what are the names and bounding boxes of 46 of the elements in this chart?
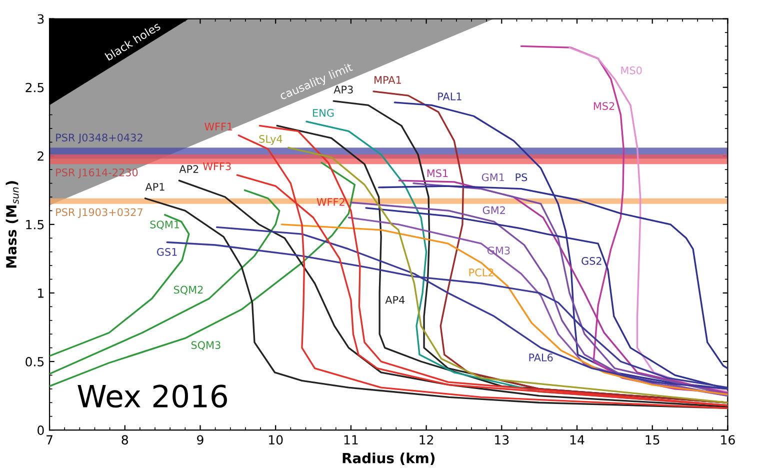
series-label: WFF1 [204, 122, 232, 130]
y-tick-label: 1.5 [26, 220, 44, 230]
annotation: Wex 2016 [78, 384, 227, 408]
series-label: GM2 [482, 206, 505, 214]
series-label: GS2 [582, 256, 602, 265]
series-label: PAL6 [529, 354, 553, 362]
series-label: AP3 [334, 86, 353, 94]
x-axis-title: Radius (km) [342, 452, 435, 465]
x-tick-label: 13 [495, 435, 509, 445]
series-label: SQM3 [191, 341, 220, 350]
series-label: MS2 [594, 102, 614, 110]
x-tick-label: 11 [344, 435, 358, 444]
band-label: PSR J1903+0327 [56, 208, 142, 218]
y-tick-label: 3 [38, 14, 44, 24]
series-label: AP1 [145, 183, 164, 191]
series-label: AP4 [385, 296, 405, 304]
series-label: GM1 [482, 173, 504, 182]
series-label: PAL1 [438, 92, 462, 100]
series-label: MS1 [427, 169, 448, 178]
series-label: MPA1 [374, 76, 401, 84]
series-label: SQM2 [174, 286, 203, 295]
y-tick-label: 0.5 [26, 356, 44, 366]
band-label: PSR J0348+0432 [56, 134, 142, 144]
y-tick-label: 1 [38, 288, 44, 298]
y-tick-label: 0 [38, 426, 44, 435]
x-tick-label: 12 [420, 435, 433, 444]
series-label: GS1 [157, 248, 177, 256]
x-tick-label: 7 [46, 435, 52, 444]
x-tick-label: 16 [721, 435, 735, 445]
y-tick-label: 2 [38, 151, 44, 161]
series-label: WFF3 [203, 162, 231, 170]
series-label: AP2 [179, 165, 198, 173]
series-label: SQM1 [150, 220, 180, 230]
series-label: WFF2 [316, 198, 344, 206]
x-tick-label: 9 [197, 435, 204, 445]
x-tick-label: 8 [122, 435, 128, 445]
x-tick-label: 10 [269, 435, 283, 445]
y-tick-label: 2.5 [26, 82, 44, 92]
y-axis-title: Mass (M$_{sun}$) [6, 181, 19, 268]
series-label: PCL2 [469, 268, 494, 276]
x-tick-label: 15 [646, 435, 660, 445]
x-tick-label: 14 [570, 435, 584, 444]
series-label: MS0 [621, 66, 642, 74]
series-label: ENG [313, 108, 334, 117]
series-label: PS [516, 173, 528, 182]
series-label: SLy4 [259, 134, 282, 145]
